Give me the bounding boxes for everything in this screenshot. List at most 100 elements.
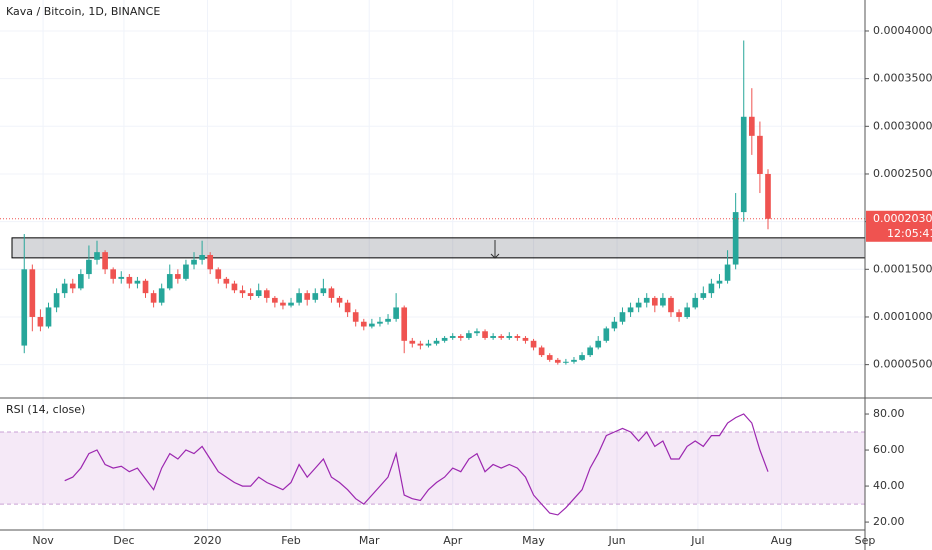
candle-body: [611, 321, 618, 329]
y-tick-label: 40.00: [873, 479, 905, 492]
candle-body: [457, 336, 464, 338]
candle-body: [134, 280, 141, 284]
candle-body: [619, 312, 626, 322]
candle-body: [94, 252, 100, 260]
candle-body: [102, 252, 108, 270]
grid: [0, 0, 866, 530]
candle-body: [352, 312, 359, 322]
candle-body: [401, 307, 408, 341]
candle-body: [385, 318, 391, 322]
candle-body: [538, 347, 545, 356]
candle-body: [635, 302, 642, 308]
candle-body: [449, 336, 456, 338]
x-tick-label: Apr: [443, 534, 463, 547]
candle-body: [530, 340, 537, 348]
candle-body: [86, 259, 92, 275]
candle-body: [587, 347, 593, 356]
candle-body: [554, 359, 561, 363]
candle-body: [61, 283, 68, 294]
candle-body: [344, 302, 351, 313]
candle-body: [522, 337, 529, 341]
chart-title: Kava / Bitcoin, 1D, BINANCE: [6, 5, 160, 18]
candle-body: [595, 340, 602, 348]
candle-body: [514, 336, 521, 338]
y-tick-label: 80.00: [873, 407, 905, 420]
candle-body: [676, 312, 682, 317]
x-tick-label: Dec: [113, 534, 134, 547]
candle-body: [369, 323, 375, 327]
candle-body: [296, 293, 302, 303]
candle-body: [223, 278, 230, 284]
candle-body: [239, 290, 246, 294]
candle-body: [272, 297, 278, 303]
candle-body: [466, 333, 472, 338]
candle-body: [757, 135, 763, 174]
candle-body: [571, 359, 577, 362]
candle-body: [579, 355, 585, 360]
candle-body: [288, 302, 294, 306]
candle-body: [740, 116, 747, 213]
candle-body: [668, 297, 674, 313]
candle-body: [748, 116, 755, 136]
candle-body: [603, 328, 610, 341]
candle-body: [708, 283, 715, 294]
candle-body: [393, 307, 399, 319]
candle-body: [474, 331, 480, 334]
x-tick-label: Mar: [359, 534, 380, 547]
candle-body: [417, 343, 424, 346]
candle-body: [126, 276, 133, 284]
candle-body: [78, 274, 84, 289]
candle-body: [506, 336, 513, 338]
candle-body: [377, 321, 383, 324]
candle-body: [409, 340, 416, 344]
countdown-label: 12:05:41: [887, 227, 932, 240]
candle-body: [320, 288, 327, 294]
candle-body: [118, 276, 125, 279]
candle-body: [183, 264, 189, 279]
candle-body: [724, 264, 731, 281]
candle-body: [150, 293, 157, 303]
candle-body: [304, 293, 311, 300]
y-tick-label: 20.00: [873, 515, 905, 528]
candle-body: [280, 302, 286, 306]
candle-body: [692, 297, 699, 308]
candle-body: [231, 283, 238, 291]
candle-body: [498, 336, 505, 338]
candle-body: [651, 297, 658, 306]
candle-body: [247, 293, 254, 296]
candle-body: [563, 361, 569, 363]
y-tick-label: 60.00: [873, 443, 905, 456]
candle-body: [660, 297, 666, 306]
candle-body: [53, 293, 60, 308]
candle-body: [546, 355, 553, 360]
x-tick-label: 2020: [194, 534, 222, 547]
x-tick-label: Jun: [607, 534, 625, 547]
last-price-badge: [866, 210, 932, 242]
candle-body: [765, 173, 771, 219]
candle-body: [360, 321, 367, 327]
candle-body: [425, 343, 432, 346]
rsi-title: RSI (14, close): [6, 403, 85, 416]
candle-body: [166, 274, 173, 289]
candle-body: [142, 280, 149, 294]
candle-body: [490, 336, 496, 338]
candle-body: [716, 280, 723, 284]
candle-body: [21, 269, 28, 346]
zone-arrow: [490, 240, 500, 259]
candle-body: [482, 331, 488, 338]
candle-body: [328, 288, 335, 298]
candle-body: [700, 293, 707, 298]
candle-body: [175, 274, 181, 279]
candle-body: [433, 340, 440, 344]
candle-body: [255, 290, 262, 296]
rsi-line: [64, 413, 769, 516]
candle-body: [441, 337, 448, 341]
candle-body: [199, 255, 205, 260]
